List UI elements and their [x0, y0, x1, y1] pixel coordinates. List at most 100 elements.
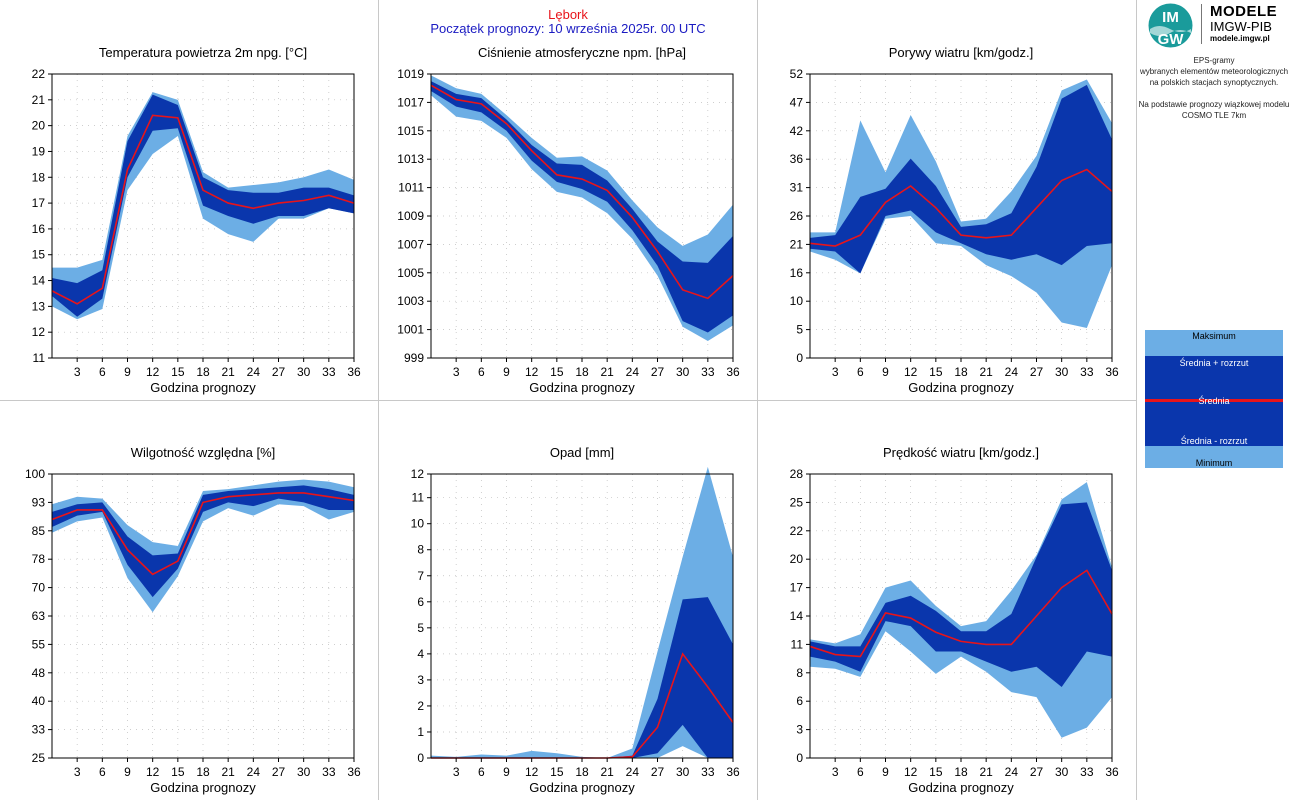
x-tick-label: 3: [832, 365, 839, 379]
y-tick-label: 1003: [397, 294, 424, 308]
legend-max-label: Maksimum: [1192, 331, 1236, 341]
mean-line: [430, 84, 734, 300]
x-tick-label: 33: [1080, 365, 1094, 379]
y-tick-label: 47: [790, 95, 804, 109]
y-tick-label: 11: [33, 351, 46, 365]
x-tick-label: 12: [146, 765, 160, 779]
x-tick-label: 30: [676, 365, 690, 379]
x-tick-label: 33: [322, 765, 336, 779]
y-tick-label: 85: [32, 524, 46, 538]
y-tick-label: 1: [417, 725, 424, 739]
y-tick-label: 7: [417, 569, 424, 583]
band-min-max: [810, 482, 1112, 738]
y-tick-label: 1013: [397, 152, 424, 166]
x-tick-label: 33: [1080, 765, 1094, 779]
chart-wind-gusts: Porywy wiatru [km/godz.]0510162126313642…: [790, 45, 1119, 395]
chart-title: Opad [mm]: [550, 445, 614, 460]
x-tick-label: 9: [882, 765, 889, 779]
y-tick-label: 63: [32, 609, 46, 623]
x-tick-label: 24: [626, 765, 640, 779]
y-tick-label: 2: [417, 699, 424, 713]
info-line-2: wybranych elementów meteorologicznych: [1139, 67, 1289, 76]
x-tick-label: 3: [453, 765, 460, 779]
y-tick-label: 16: [32, 222, 46, 236]
y-tick-label: 36: [790, 152, 804, 166]
x-tick-label: 27: [272, 765, 286, 779]
band-spread: [810, 84, 1112, 274]
mean-line: [51, 492, 355, 576]
chart-title: Temperatura powietrza 2m npg. [°C]: [99, 45, 307, 60]
grid-divider-row: [0, 400, 1137, 401]
y-tick-label: 14: [790, 609, 804, 623]
x-tick-label: 18: [954, 365, 968, 379]
x-axis-label: Godzina prognozy: [529, 380, 635, 395]
x-tick-label: 27: [272, 365, 286, 379]
y-tick-label: 28: [790, 467, 804, 481]
x-tick-label: 24: [1005, 365, 1019, 379]
x-tick-label: 27: [651, 765, 665, 779]
x-tick-label: 33: [701, 765, 715, 779]
y-tick-label: 93: [32, 495, 46, 509]
band-spread: [52, 94, 354, 317]
y-tick-label: 15: [32, 248, 46, 262]
station-name: Lębork: [548, 7, 588, 22]
chart-title: Ciśnienie atmosferyczne npm. [hPa]: [478, 45, 686, 60]
x-tick-label: 6: [99, 365, 106, 379]
y-tick-label: 1017: [397, 95, 424, 109]
band-spread: [810, 502, 1112, 687]
x-tick-label: 6: [478, 365, 485, 379]
x-tick-label: 30: [1055, 365, 1069, 379]
x-tick-label: 9: [503, 765, 510, 779]
y-tick-label: 8: [796, 666, 803, 680]
x-tick-label: 18: [196, 765, 210, 779]
brand-url[interactable]: modele.imgw.pl: [1210, 34, 1270, 43]
x-tick-label: 27: [1030, 365, 1044, 379]
y-tick-label: 3: [796, 723, 803, 737]
info-line-4: Na podstawie prognozy wiązkowej modelu: [1138, 100, 1290, 109]
x-tick-label: 36: [347, 365, 361, 379]
x-tick-label: 9: [503, 365, 510, 379]
x-tick-label: 12: [904, 765, 918, 779]
chart-pressure: Ciśnienie atmosferyczne npm. [hPa] 999 100…: [397, 45, 740, 395]
y-tick-label: 20: [32, 119, 46, 133]
y-tick-label: 6: [796, 694, 803, 708]
x-tick-label: 9: [882, 365, 889, 379]
x-tick-label: 9: [124, 765, 131, 779]
band-min-max: [810, 79, 1112, 328]
y-tick-label: 31: [790, 181, 804, 195]
mean-line: [809, 569, 1113, 658]
x-axis-label: Godzina prognozy: [150, 380, 256, 395]
x-tick-label: 33: [322, 365, 336, 379]
y-tick-label: 16: [790, 266, 804, 280]
y-tick-label: 1009: [397, 209, 424, 223]
y-tick-label: 3: [417, 673, 424, 687]
x-tick-label: 15: [929, 765, 943, 779]
y-tick-label: 25: [32, 751, 46, 765]
x-tick-label: 36: [726, 765, 740, 779]
legend-mean-label: Średnia: [1198, 396, 1230, 406]
mean-line: [51, 114, 355, 305]
x-tick-label: 15: [171, 365, 185, 379]
x-tick-label: 3: [453, 365, 460, 379]
x-tick-label: 18: [954, 765, 968, 779]
x-tick-label: 24: [247, 365, 261, 379]
x-axis-label: Godzina prognozy: [908, 380, 1014, 395]
x-tick-label: 6: [857, 765, 864, 779]
y-tick-label: 5: [417, 621, 424, 635]
x-tick-label: 21: [600, 765, 614, 779]
y-tick-label: 21: [790, 237, 804, 251]
x-axis-label: Godzina prognozy: [150, 780, 256, 795]
y-tick-label: 8: [417, 543, 424, 557]
y-tick-label: 0: [796, 751, 803, 765]
x-tick-label: 18: [196, 365, 210, 379]
band-min-max: [431, 466, 733, 758]
band-spread: [431, 81, 733, 333]
x-tick-label: 21: [979, 365, 993, 379]
mean-line: [809, 168, 1113, 247]
y-tick-label: 6: [417, 595, 424, 609]
x-tick-label: 21: [979, 765, 993, 779]
y-tick-label: 4: [417, 647, 424, 661]
y-tick-label: 12: [32, 325, 46, 339]
x-tick-label: 21: [221, 365, 235, 379]
